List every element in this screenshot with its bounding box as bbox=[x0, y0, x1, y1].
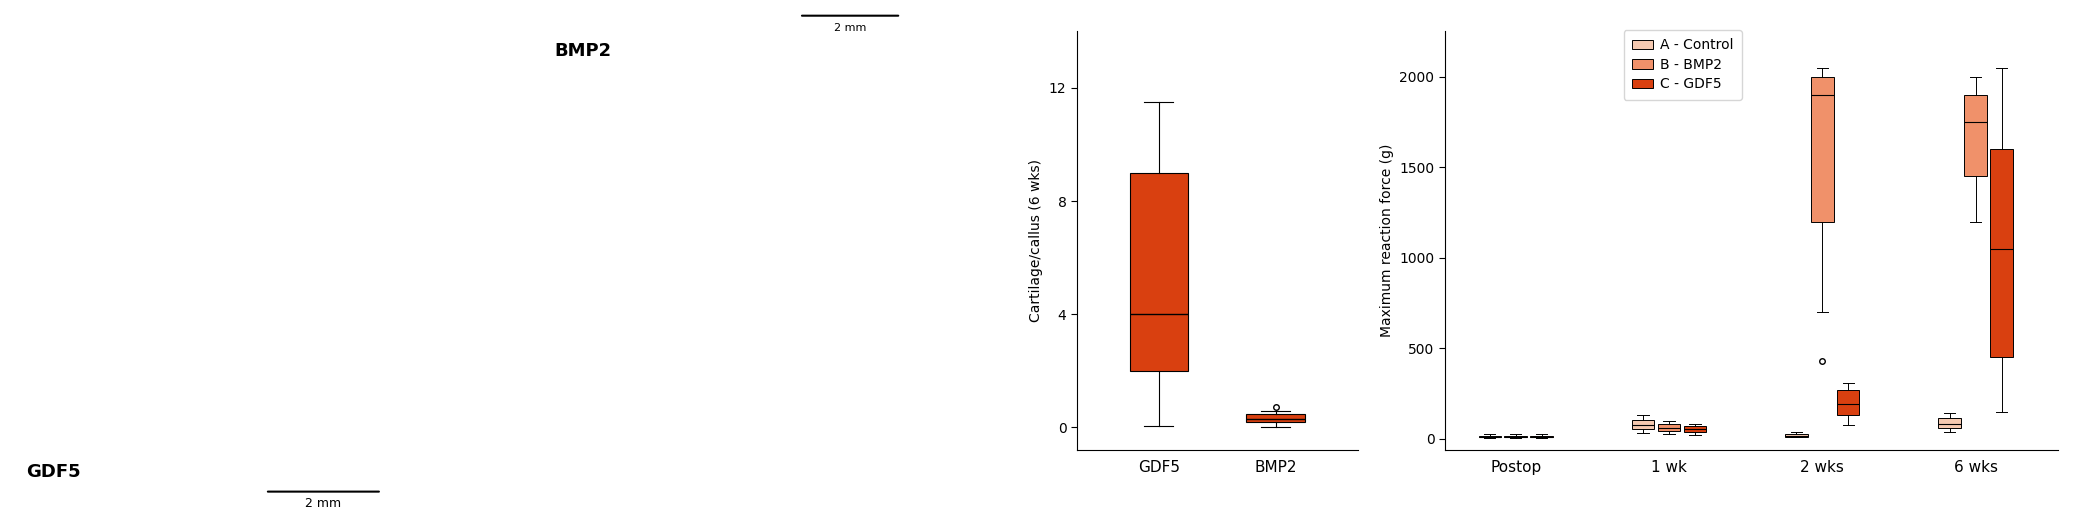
PathPatch shape bbox=[1786, 434, 1807, 437]
PathPatch shape bbox=[1530, 436, 1553, 437]
PathPatch shape bbox=[1811, 77, 1834, 222]
Text: 2 mm: 2 mm bbox=[834, 24, 867, 33]
PathPatch shape bbox=[1247, 414, 1306, 422]
Text: 2 mm: 2 mm bbox=[306, 497, 341, 510]
Y-axis label: Maximum reaction force (g): Maximum reaction force (g) bbox=[1380, 144, 1393, 337]
PathPatch shape bbox=[1990, 149, 2012, 357]
PathPatch shape bbox=[1838, 390, 1859, 415]
Text: BMP2: BMP2 bbox=[555, 42, 611, 60]
PathPatch shape bbox=[1657, 425, 1680, 431]
PathPatch shape bbox=[1129, 173, 1187, 371]
PathPatch shape bbox=[1505, 436, 1526, 437]
PathPatch shape bbox=[1632, 420, 1655, 429]
PathPatch shape bbox=[1684, 426, 1707, 431]
PathPatch shape bbox=[1938, 418, 1960, 428]
PathPatch shape bbox=[1965, 95, 1988, 176]
Legend: A - Control, B - BMP2, C - GDF5: A - Control, B - BMP2, C - GDF5 bbox=[1624, 30, 1742, 100]
Y-axis label: Cartilage/callus (6 wks): Cartilage/callus (6 wks) bbox=[1029, 159, 1044, 322]
PathPatch shape bbox=[1478, 436, 1501, 437]
Text: GDF5: GDF5 bbox=[27, 463, 81, 481]
